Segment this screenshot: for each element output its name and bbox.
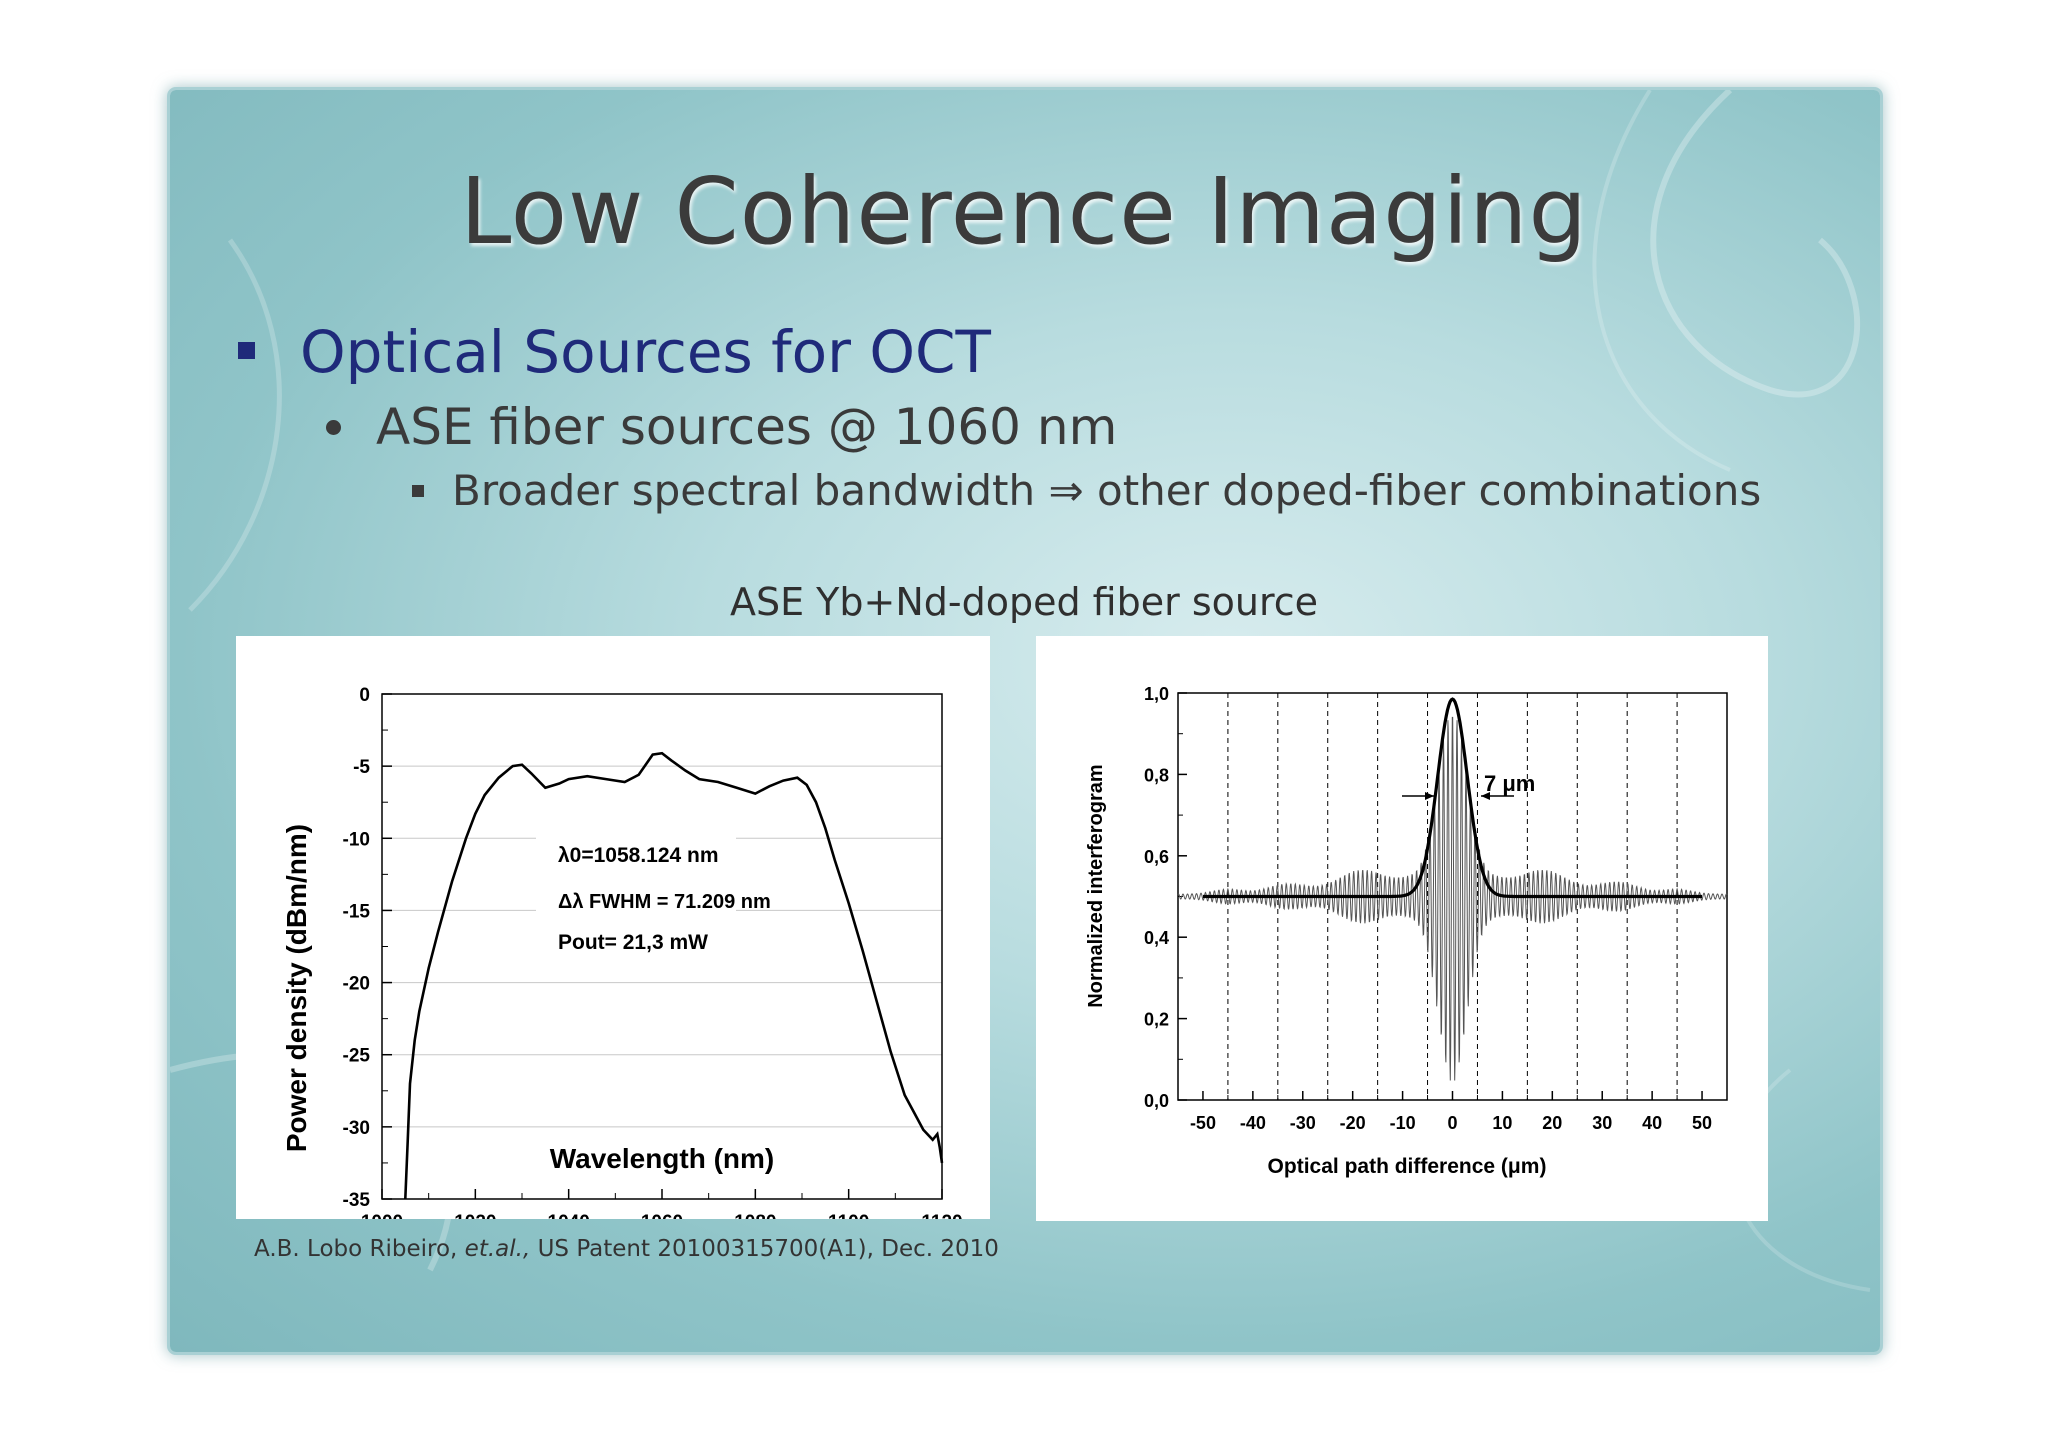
spectrum-y-tick-label: 0 (359, 685, 370, 706)
interferogram-y-tick-label: 0,4 (1144, 928, 1169, 948)
interferogram-x-tick-label: -50 (1190, 1113, 1216, 1133)
interferogram-x-axis-label: Optical path difference (μm) (1268, 1155, 1547, 1178)
interferogram-y-tick-label: 1,0 (1144, 684, 1169, 704)
interferogram-y-tick-label: 0,6 (1144, 847, 1169, 867)
spectrum-y-tick-label: -15 (343, 901, 371, 922)
slide-title: Low Coherence Imaging (460, 158, 1588, 265)
spectrum-y-tick-label: -5 (353, 757, 370, 778)
reference-patent: US Patent 20100315700(A1), Dec. 2010 (530, 1236, 999, 1262)
spectrum-chart: 0-5-10-15-20-25-30-35 100010201040106010… (281, 685, 963, 1233)
lambda0-annotation: λ0=1058.124 nm (558, 844, 719, 867)
interferogram-x-tick-label: -20 (1340, 1113, 1366, 1133)
interferogram-x-tick-label: 10 (1492, 1113, 1512, 1133)
pout-annotation: Pout= 21,3 mW (558, 931, 708, 954)
interferogram-gridlines (1227, 693, 1678, 1100)
spectrum-y-axis-label: Power density (dBm/nm) (281, 824, 312, 1152)
spectrum-x-tick-label: 1060 (641, 1212, 683, 1219)
small-square-bullet-icon (412, 485, 424, 497)
spectrum-y-tick-label: -25 (343, 1046, 371, 1067)
reference-etal: et.al., (464, 1236, 531, 1262)
reference-citation: A.B. Lobo Ribeiro, et.al., US Patent 201… (254, 1236, 999, 1262)
interferogram-x-tick-label: -10 (1390, 1113, 1416, 1133)
spectrum-y-tick-label: -10 (343, 829, 370, 850)
interferogram-y-axis-label: Normalized interferogram (1085, 764, 1107, 1007)
interferogram-x-ticks: -50 -40 -30 -20 -10 0 10 20 30 40 50 (1190, 1091, 1712, 1133)
spectrum-x-tick-label: 1080 (734, 1212, 776, 1219)
spectrum-chart-panel: 0-5-10-15-20-25-30-35 100010201040106010… (236, 636, 990, 1233)
spectrum-y-tick-label: -20 (343, 974, 370, 995)
spectrum-y-tick-label: -30 (343, 1118, 370, 1139)
interferogram-y-tick-label: 0,2 (1144, 1010, 1169, 1030)
fwhm-arrows (1402, 792, 1514, 800)
fwhm-annotation: Δλ FWHM = 71.209 nm (558, 891, 771, 913)
interferogram-x-tick-label: 40 (1642, 1113, 1662, 1133)
interferogram-fringe-series (1177, 716, 1728, 1081)
interferogram-x-tick-label: 50 (1692, 1113, 1712, 1133)
square-bullet-icon (238, 342, 255, 359)
spectrum-y-tick-label: -35 (343, 1190, 371, 1211)
interferogram-chart-panel: 0,0 0,2 0,4 0,6 0,8 1,0 -50 -40 -30 -20 -10 0 10 20 3… (1036, 636, 1768, 1221)
spectrum-x-tick-label: 1040 (548, 1212, 590, 1219)
spectrum-x-tick-label: 1000 (361, 1212, 403, 1219)
spectrum-x-axis-label: Wavelength (nm) (550, 1143, 775, 1174)
spectrum-x-tick-label: 1120 (921, 1212, 962, 1219)
bullet-level2-text: ASE fiber sources @ 1060 nm (376, 398, 1118, 456)
interferogram-x-tick-label: -40 (1240, 1113, 1266, 1133)
annotation-box (536, 834, 736, 978)
bullet-level1-text: Optical Sources for OCT (300, 318, 991, 386)
spectrum-x-tick-label: 1100 (828, 1212, 869, 1219)
interferogram-chart: 0,0 0,2 0,4 0,6 0,8 1,0 -50 -40 -30 -20 -10 0 10 20 3… (1085, 684, 1728, 1178)
interferogram-y-tick-label: 0,0 (1144, 1091, 1169, 1111)
reference-authors: A.B. Lobo Ribeiro, (254, 1236, 465, 1262)
interferogram-x-tick-label: 30 (1592, 1113, 1612, 1133)
interferogram-y-ticks: 0,0 0,2 0,4 0,6 0,8 1,0 (1144, 684, 1187, 1111)
interferogram-envelope-series (1203, 697, 1702, 899)
interferogram-y-tick-label: 0,8 (1144, 765, 1169, 785)
bullet-level3-text: Broader spectral bandwidth ⇒ other doped… (452, 466, 1762, 515)
interferogram-x-tick-label: -30 (1290, 1113, 1316, 1133)
spectrum-series-line (404, 751, 944, 1200)
spectrum-y-ticks: 0 -5 -10 -15 -20 -25 -30 -35 (343, 685, 392, 1211)
round-bullet-icon (326, 420, 341, 435)
interferogram-x-tick-label: 20 (1542, 1113, 1562, 1133)
interferogram-x-tick-label: 0 (1447, 1113, 1457, 1133)
fwhm-7um-annotation: 7 μm (1484, 771, 1535, 796)
figure-caption: ASE Yb+Nd-doped fiber source (729, 580, 1319, 624)
